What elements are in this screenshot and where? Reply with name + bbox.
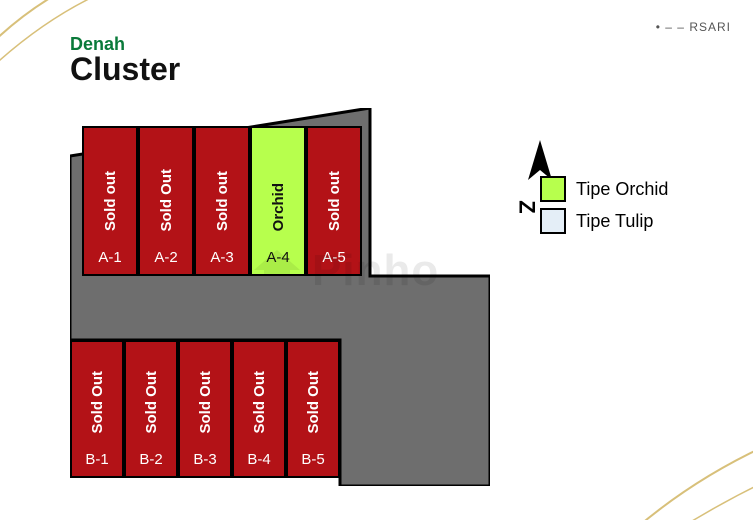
- title-block: Denah Cluster: [70, 34, 180, 88]
- lot-code: A-1: [98, 249, 121, 266]
- lot-a-3: Sold out A-3: [194, 126, 250, 276]
- lot-b-5: Sold Out B-5: [286, 340, 340, 478]
- legend-swatch: [540, 208, 566, 234]
- lot-status: Sold Out: [89, 371, 106, 434]
- lot-code: A-4: [266, 249, 289, 266]
- lot-a-5: Sold out A-5: [306, 126, 362, 276]
- legend-row: Tipe Tulip: [540, 208, 668, 234]
- lot-a-4: Orchid A-4: [250, 126, 306, 276]
- brand-logo-text: • – – RSARI: [656, 20, 731, 34]
- lot-code: A-5: [322, 249, 345, 266]
- legend: Tipe Orchid Tipe Tulip: [540, 170, 668, 240]
- legend-row: Tipe Orchid: [540, 176, 668, 202]
- lot-b-2: Sold Out B-2: [124, 340, 178, 478]
- lot-a-1: Sold out A-1: [82, 126, 138, 276]
- title-main: Cluster: [70, 51, 180, 88]
- lot-a-2: Sold Out A-2: [138, 126, 194, 276]
- lot-b-1: Sold Out B-1: [70, 340, 124, 478]
- lot-code: B-4: [247, 451, 270, 468]
- lot-status: Sold out: [326, 171, 343, 231]
- lot-code: A-2: [154, 249, 177, 266]
- lot-b-3: Sold Out B-3: [178, 340, 232, 478]
- lot-code: B-3: [193, 451, 216, 468]
- lot-code: B-1: [85, 451, 108, 468]
- lot-status: Sold Out: [197, 371, 214, 434]
- lot-row-b: Sold OutB-1Sold OutB-2Sold OutB-3Sold Ou…: [70, 340, 340, 478]
- legend-label: Tipe Orchid: [576, 179, 668, 200]
- legend-swatch: [540, 176, 566, 202]
- lot-row-a: Sold out A-1 Sold Out A-2 Sold out A-3 Orchid A…: [82, 126, 362, 276]
- decor-bottom-right: [583, 360, 753, 520]
- legend-label: Tipe Tulip: [576, 211, 653, 232]
- lot-status: Sold out: [102, 171, 119, 231]
- page: • – – RSARI Denah Cluster Sold outA-1Sol…: [0, 0, 753, 520]
- lot-code: A-3: [210, 249, 233, 266]
- compass-label: Z: [514, 200, 540, 213]
- lot-status: Sold Out: [305, 371, 322, 434]
- lot-status: Orchid: [270, 183, 287, 231]
- lot-status: Sold out: [214, 171, 231, 231]
- lot-status: Sold Out: [143, 371, 160, 434]
- lot-code: B-2: [139, 451, 162, 468]
- lot-status: Sold Out: [251, 371, 268, 434]
- lot-status: Sold Out: [158, 169, 175, 232]
- lot-code: B-5: [301, 451, 324, 468]
- site-plan: Sold out A-1 Sold Out A-2 Sold out A-3 Orchid A…: [70, 108, 490, 486]
- lot-b-4: Sold Out B-4: [232, 340, 286, 478]
